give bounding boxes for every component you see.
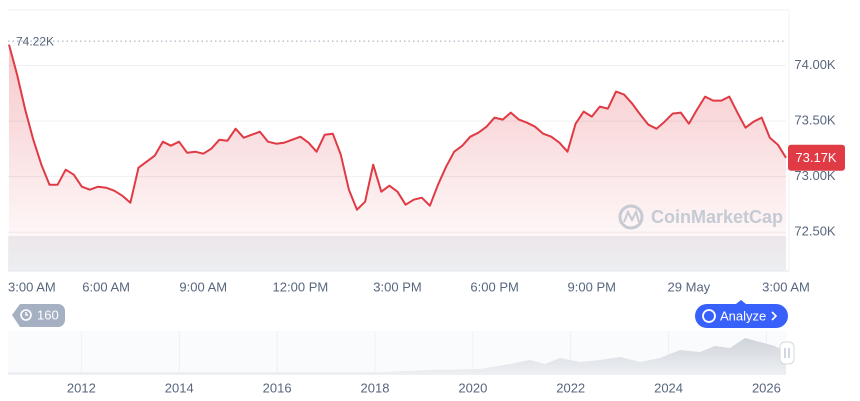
x-tick-label: 3:00 AM xyxy=(8,279,56,294)
overview-tick-label: 2026 xyxy=(752,380,781,395)
x-tick-label: 6:00 PM xyxy=(470,279,518,294)
overview-tick-label: 2022 xyxy=(556,380,585,395)
y-tick-label: 73.00K xyxy=(794,168,836,183)
x-tick-label: 12:00 PM xyxy=(273,279,329,294)
button-shape[interactable] xyxy=(695,304,788,328)
y-tick-label: 74.00K xyxy=(794,57,836,72)
high-label: 74.22K xyxy=(16,34,54,48)
x-tick-label: 3:00 AM xyxy=(762,279,810,294)
x-tick-label: 3:00 PM xyxy=(373,279,421,294)
x-tick-label: 9:00 PM xyxy=(568,279,616,294)
price-area xyxy=(9,44,786,270)
x-tick-label: 29 May xyxy=(668,279,711,294)
y-tick-label: 73.50K xyxy=(794,113,836,128)
overview-tick-label: 2016 xyxy=(263,380,292,395)
watermark: CoinMarketCap xyxy=(618,204,783,230)
overview-tick-label: 2024 xyxy=(654,380,683,395)
x-tick-label: 9:00 AM xyxy=(179,279,227,294)
overview-tick-label: 2012 xyxy=(67,380,96,395)
current-price-label: 73.17K xyxy=(795,150,837,165)
badge-text[interactable]: 160 xyxy=(37,307,59,322)
overview-tick-label: 2014 xyxy=(165,380,194,395)
y-tick-label: 72.50K xyxy=(794,224,836,239)
overview-tick-label: 2018 xyxy=(361,380,390,395)
overview-tick-label: 2020 xyxy=(458,380,487,395)
analyze-button[interactable]: Analyze xyxy=(695,300,788,328)
range-badge[interactable]: 160 xyxy=(12,304,65,327)
button-text[interactable]: Analyze xyxy=(720,308,766,323)
current-price-box xyxy=(788,144,845,171)
x-tick-label: 6:00 AM xyxy=(82,279,130,294)
price-line xyxy=(8,44,787,211)
watermark-text: CoinMarketCap xyxy=(651,207,783,227)
overview-area xyxy=(8,338,786,375)
overview-handle[interactable] xyxy=(779,341,795,365)
